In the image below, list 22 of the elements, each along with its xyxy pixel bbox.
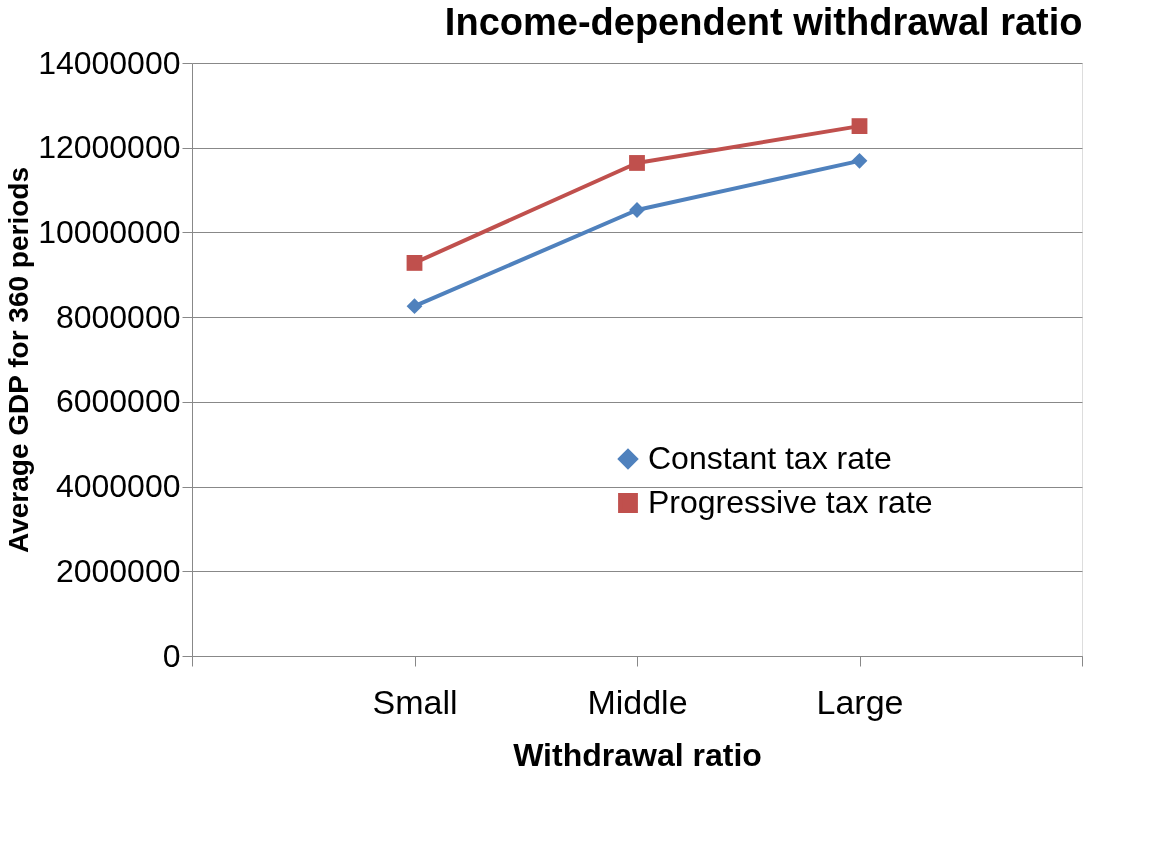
- chart-title: Income-dependent withdrawal ratio: [444, 1, 1083, 43]
- legend-label: Progressive tax rate: [648, 484, 933, 520]
- y-axis-title: Average GDP for 360 periods: [3, 167, 35, 553]
- y-tick-label: 6000000: [55, 383, 181, 420]
- y-tick-label: 4000000: [55, 468, 181, 505]
- point: [629, 202, 645, 218]
- x-tick-label: Large: [816, 682, 904, 721]
- point: [851, 152, 868, 169]
- y-tick-label: 2000000: [55, 552, 181, 589]
- point: [629, 155, 645, 171]
- y-tick-label: 0: [162, 637, 181, 674]
- x-axis-title: Withdrawal ratio: [513, 736, 762, 773]
- y-tick-label: 10000000: [38, 213, 181, 250]
- x-tick-label: Small: [372, 682, 458, 721]
- point: [406, 298, 423, 315]
- y-tick-label: 14000000: [38, 44, 181, 81]
- x-tick-label: Middle: [587, 682, 688, 721]
- y-tick-label: 8000000: [55, 298, 181, 335]
- legend-label: Constant tax rate: [648, 440, 892, 476]
- point: [406, 255, 423, 271]
- point: [851, 118, 868, 135]
- y-tick-label: 12000000: [38, 129, 181, 166]
